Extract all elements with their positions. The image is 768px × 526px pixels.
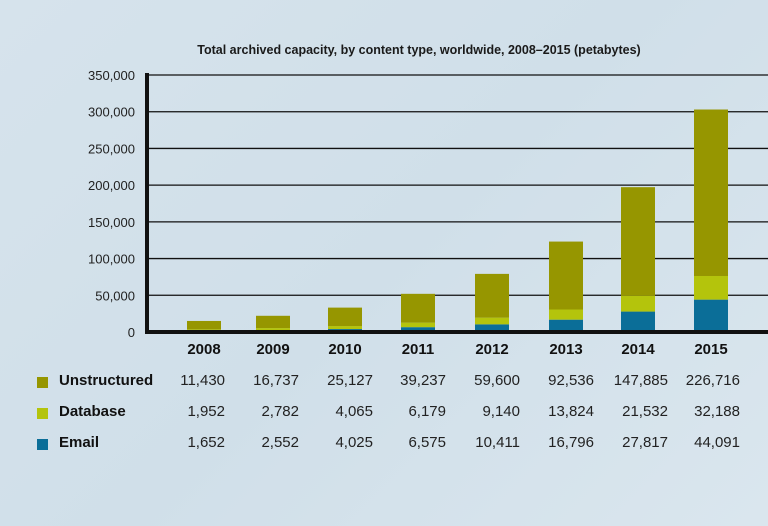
y-tick-label: 350,000 [88, 68, 135, 83]
table-cell: 25,127 [327, 372, 373, 389]
table-cell: 11,430 [180, 372, 225, 389]
bar-unstructured-2009 [256, 315, 290, 329]
legend-swatch [37, 408, 48, 419]
table-cell: 16,796 [548, 434, 594, 451]
y-tick-label: 100,000 [88, 252, 135, 267]
table-cell: 6,179 [408, 403, 446, 420]
table-cell: 21,532 [622, 403, 668, 420]
table-cell: 2,552 [261, 434, 299, 451]
legend-label: Email [59, 434, 100, 451]
table-cell: 147,885 [613, 372, 668, 389]
bar-unstructured-2012 [475, 273, 509, 318]
y-tick-label: 200,000 [88, 178, 135, 193]
legend-label: Unstructured [59, 372, 154, 389]
bar-unstructured-2008 [187, 320, 221, 330]
legend-label: Database [59, 403, 126, 420]
bar-database-2013 [549, 309, 583, 320]
x-tick-label: 2012 [475, 341, 509, 358]
legend-swatch [37, 439, 48, 450]
y-tick-label: 250,000 [88, 141, 135, 156]
bar-email-2013 [549, 319, 583, 332]
bar-database-2012 [475, 317, 509, 325]
bar-email-2015 [694, 299, 728, 332]
bar-database-2009 [256, 328, 290, 331]
table-cell: 39,237 [400, 372, 446, 389]
bar-database-2015 [694, 275, 728, 300]
table-cell: 16,737 [253, 372, 299, 389]
bar-email-2011 [401, 327, 435, 332]
table-cell: 2,782 [261, 403, 299, 420]
x-tick-label: 2011 [401, 341, 435, 358]
table-cell: 92,536 [548, 372, 594, 389]
bar-email-2014 [621, 311, 655, 332]
bar-database-2010 [328, 326, 362, 330]
chart-title: Total archived capacity, by content type… [197, 43, 641, 57]
table-cell: 27,817 [622, 434, 668, 451]
table-row-unstructured: Unstructured 11,430 16,737 25,127 39,237 59,6… [0, 372, 768, 392]
table-cell: 1,952 [187, 403, 225, 420]
x-tick-label: 2014 [621, 341, 655, 358]
table-cell: 44,091 [694, 434, 740, 451]
x-tick-label: 2010 [328, 341, 362, 358]
bar-unstructured-2015 [694, 109, 728, 276]
legend-swatch [37, 377, 48, 388]
y-tick-label: 150,000 [88, 215, 135, 230]
y-tick-label: 0 [128, 325, 135, 340]
table-cell: 6,575 [408, 434, 446, 451]
bar-email-2012 [475, 324, 509, 332]
table-cell: 226,716 [685, 372, 740, 389]
x-tick-label: 2009 [256, 341, 290, 358]
x-tick-label: 2008 [187, 341, 221, 358]
bar-unstructured-2013 [549, 241, 583, 310]
x-tick-label: 2013 [549, 341, 583, 358]
table-row-email: Email 1,652 2,552 4,025 6,575 10,411 16,796 27,… [0, 434, 768, 454]
table-cell: 59,600 [474, 372, 520, 389]
table-cell: 32,188 [694, 403, 740, 420]
y-tick-label: 300,000 [88, 105, 135, 120]
table-cell: 4,025 [335, 434, 373, 451]
bar-unstructured-2011 [401, 293, 435, 323]
bar-unstructured-2014 [621, 187, 655, 296]
bar-database-2011 [401, 322, 435, 328]
y-tick-label: 50,000 [95, 288, 135, 303]
stacked-bar-chart: 0 50,000 100,000 150,000 200,000 250,000 300,0… [88, 68, 768, 340]
x-tick-label: 2015 [694, 341, 728, 358]
table-cell: 1,652 [187, 434, 225, 451]
table-cell: 13,824 [548, 403, 594, 420]
bar-unstructured-2010 [328, 307, 362, 327]
table-cell: 10,411 [475, 434, 520, 451]
table-cell: 4,065 [335, 403, 373, 420]
table-row-database: Database 1,952 2,782 4,065 6,179 9,140 13,824 2… [0, 403, 768, 423]
table-cell: 9,140 [482, 403, 520, 420]
bar-database-2014 [621, 295, 655, 312]
